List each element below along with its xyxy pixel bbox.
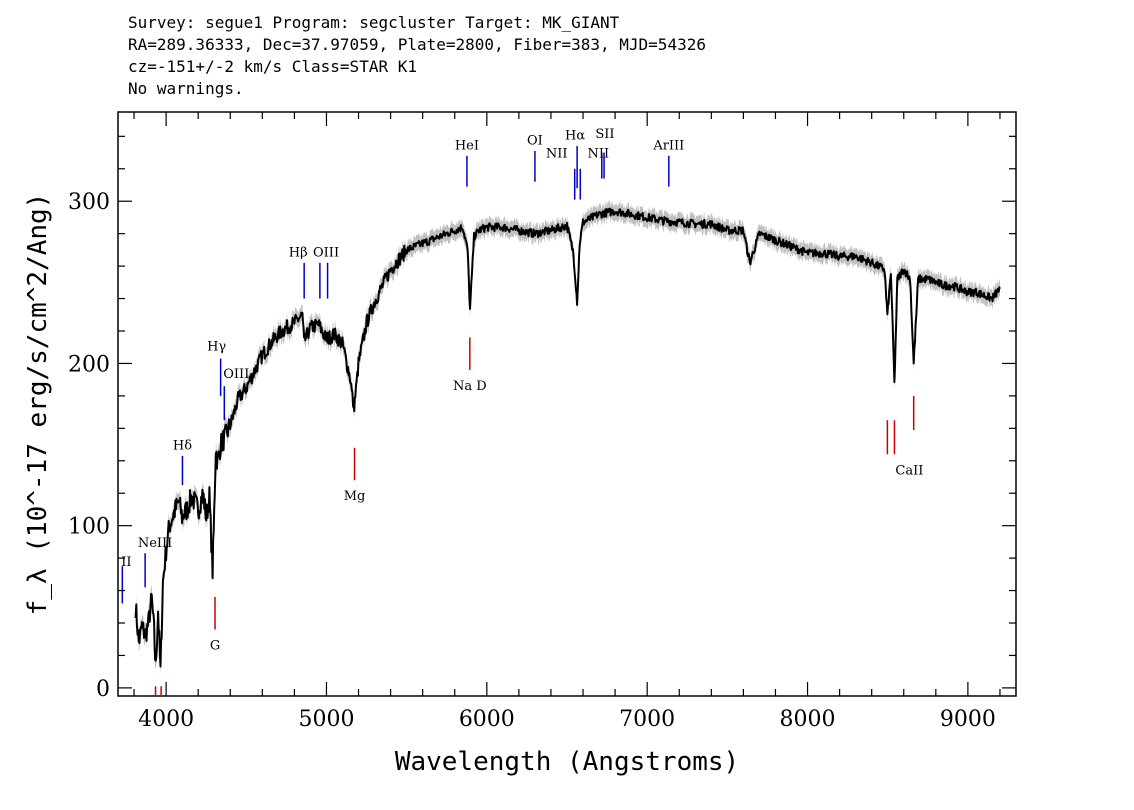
absorption-label-2: G <box>210 638 220 653</box>
spectrum-header: Survey: segue1 Program: segcluster Targe… <box>128 12 706 100</box>
y-tick-label-3: 300 <box>68 190 110 215</box>
spectrum-layer <box>134 207 1001 668</box>
x-tick-label-3: 7000 <box>619 707 675 732</box>
x-tick-label-4: 8000 <box>780 707 836 732</box>
y-tick-label-0: 0 <box>96 677 110 702</box>
x-tick-label-1: 5000 <box>298 707 354 732</box>
emission-label-9: NII <box>546 146 568 161</box>
emission-label-2: Hδ <box>173 438 192 453</box>
y-axis-title: f_λ (10^-17 erg/s/cm^2/Ang) <box>23 193 53 616</box>
plot-border <box>117 111 1017 697</box>
emission-label-0: II <box>121 555 131 570</box>
x-axis-title: Wavelength (Angstroms) <box>395 747 739 777</box>
x-tick-label-2: 6000 <box>459 707 515 732</box>
header-warnings-line: No warnings. <box>128 79 244 98</box>
plot-frame <box>117 111 1017 697</box>
emission-label-5: Hβ <box>289 245 308 260</box>
emission-label-8: OI <box>527 133 543 148</box>
axes: 4000 5000 6000 7000 8000 9000 0 100 200 300 <box>68 112 1016 732</box>
absorption-label-5: CaII <box>895 463 923 478</box>
emission-label-1: NeIII <box>138 536 172 551</box>
header-redshift-line: cz=-151+/-2 km/s Class=STAR K1 <box>128 57 417 76</box>
x-tick-label-0: 4000 <box>138 707 194 732</box>
emission-label-12: NII <box>587 146 609 161</box>
absorption-label-4: Na D <box>453 379 487 394</box>
emission-label-6: OIII <box>313 245 339 260</box>
absorption-label-3: Mg <box>344 489 366 504</box>
y-tick-label-2: 200 <box>68 352 110 377</box>
emission-label-4: OIII <box>223 367 249 382</box>
spectrum-error-band <box>135 200 1001 675</box>
header-survey-line: Survey: segue1 Program: segcluster Targe… <box>128 13 620 32</box>
emission-label-10: Hα <box>565 129 585 144</box>
emission-label-11: SII <box>595 127 614 142</box>
header-coordinates-line: RA=289.36333, Dec=37.97059, Plate=2800, … <box>128 35 706 54</box>
error-band <box>135 200 1001 675</box>
spectrum-line <box>134 207 1001 668</box>
emission-label-13: ArIII <box>652 138 684 153</box>
x-tick-label-5: 9000 <box>940 707 996 732</box>
y-tick-label-1: 100 <box>68 515 110 540</box>
emission-label-7: HeI <box>455 138 479 153</box>
emission-label-3: Hγ <box>207 339 226 354</box>
